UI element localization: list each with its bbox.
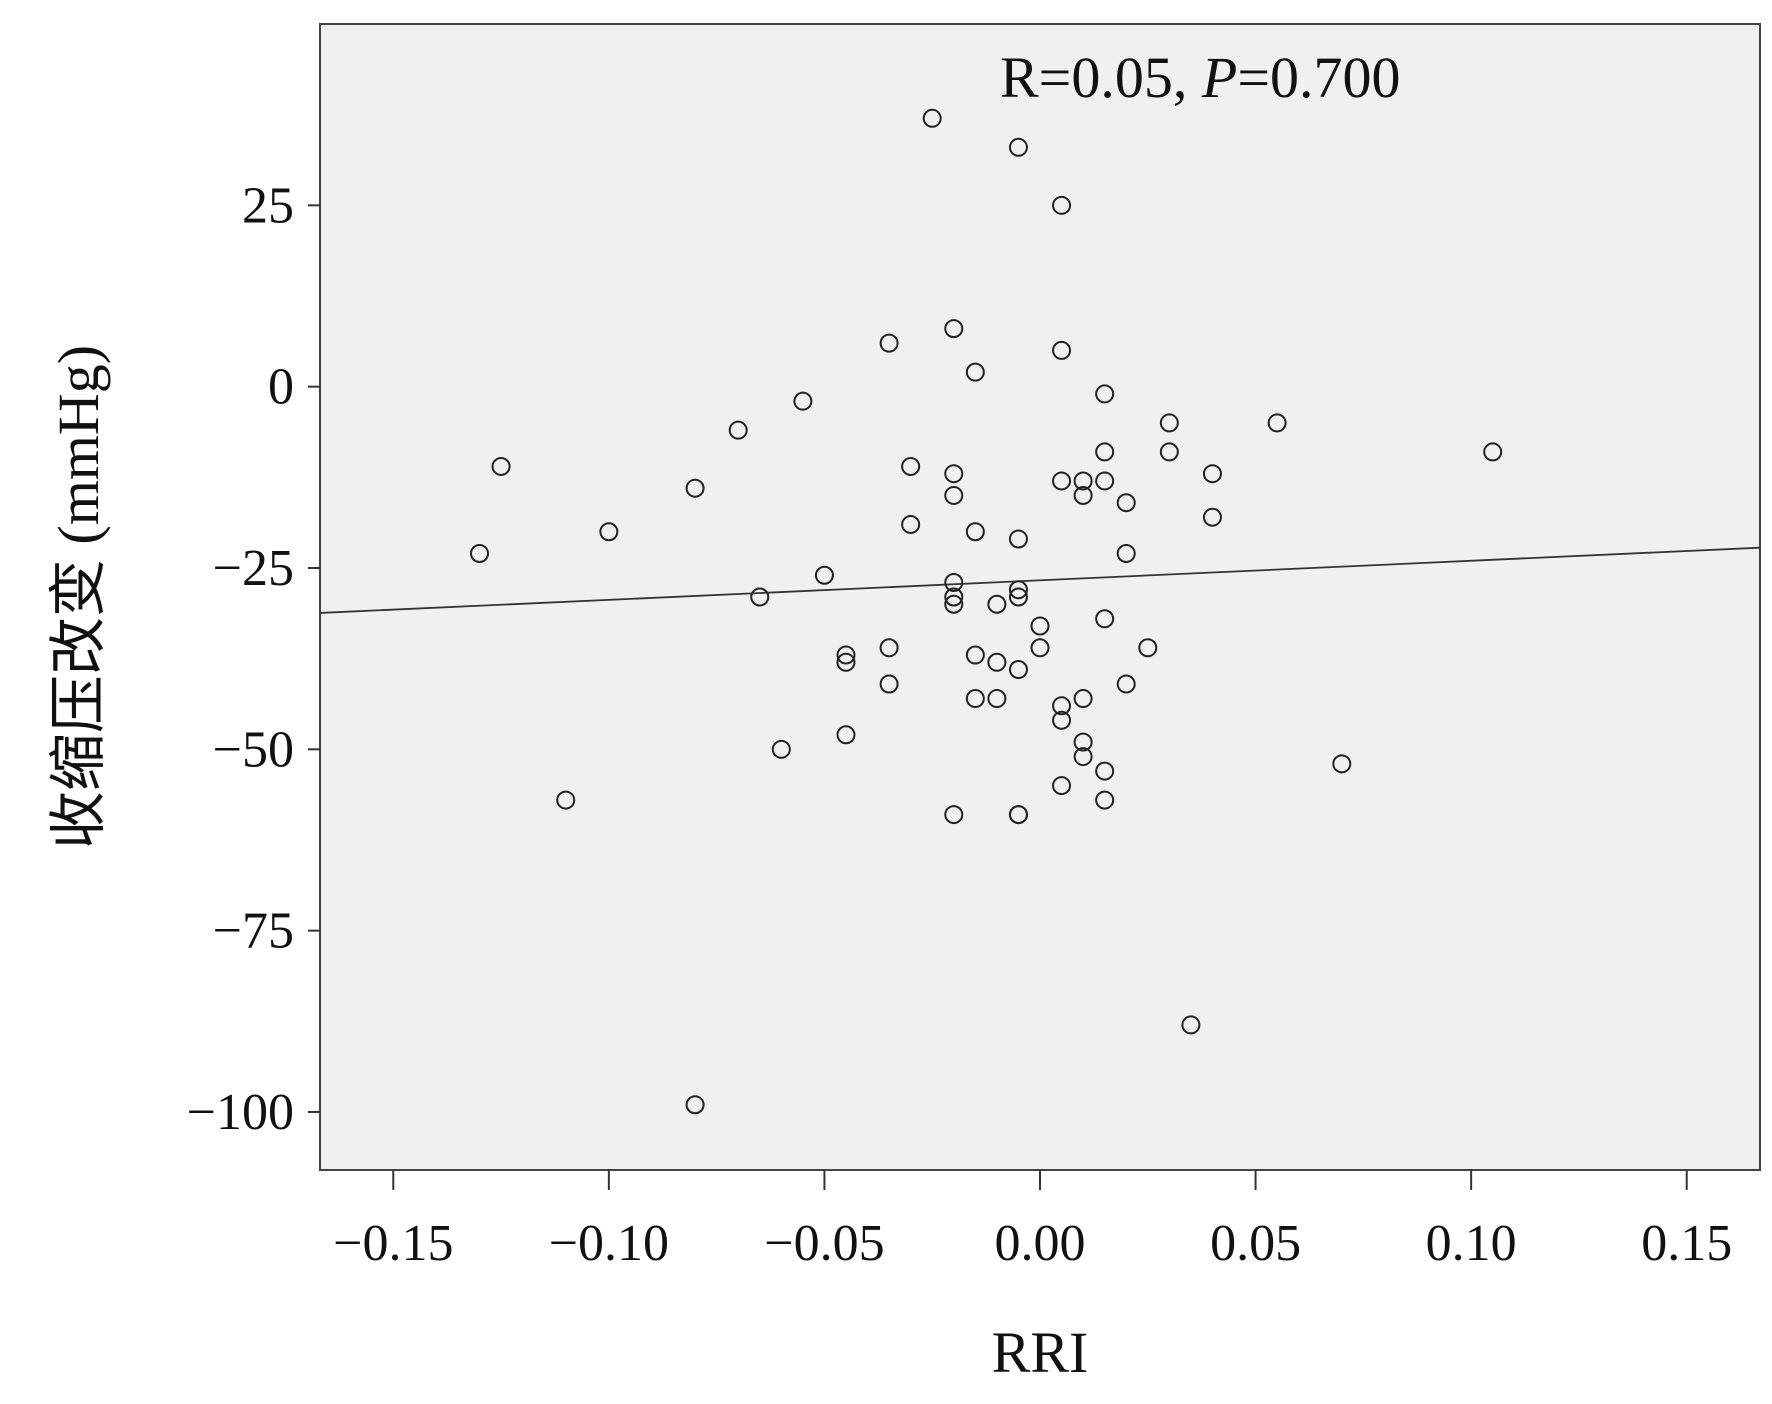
data-point [1267,413,1287,433]
x-axis-title: RRI [992,1320,1089,1385]
data-point [1073,485,1093,505]
data-point [879,638,899,658]
data-point [1052,710,1072,730]
data-point [814,565,834,585]
data-point [1073,471,1093,491]
data-point [836,725,856,745]
data-point [470,543,490,563]
x-axis: −0.15 −0.10 −0.05 0.00 0.05 0.10 0.15 [333,1170,1732,1272]
data-point [685,1095,705,1115]
data-point [793,391,813,411]
x-tick-label: 0.10 [1426,1215,1517,1272]
data-point [1052,696,1072,716]
data-point [1008,805,1028,825]
data-point [685,478,705,498]
x-tick-label: 0.05 [1210,1215,1301,1272]
data-point [1008,529,1028,549]
y-tick-label: −75 [213,903,294,960]
y-tick-label: −50 [213,721,294,778]
data-point [728,420,748,440]
data-point [944,594,964,614]
data-point [922,108,942,128]
y-tick-label: 25 [242,177,294,234]
data-point [771,739,791,759]
data-point [1332,754,1352,774]
data-point [1073,747,1093,767]
x-tick-label: 0.15 [1641,1215,1732,1272]
data-point [1052,195,1072,215]
data-point [965,522,985,542]
data-point [1095,761,1115,781]
data-point [965,645,985,665]
y-axis: 25 0 −25 −50 −75 −100 [187,177,320,1141]
data-point [1008,660,1028,680]
data-point [901,514,921,534]
data-point [836,645,856,665]
data-point [1483,442,1503,462]
data-point [944,805,964,825]
x-tick-label: −0.10 [549,1215,669,1272]
data-point [944,464,964,484]
data-point [987,594,1007,614]
data-point [1030,616,1050,636]
data-point [1008,580,1028,600]
data-points [470,108,1503,1115]
data-point [1202,507,1222,527]
x-tick-label: −0.15 [333,1215,453,1272]
data-point [1008,137,1028,157]
data-point [901,456,921,476]
data-point [1095,609,1115,629]
data-point [1159,413,1179,433]
data-point [1116,543,1136,563]
annotation-prefix: R=0.05, [1000,45,1202,110]
data-point [987,689,1007,709]
data-point [1052,776,1072,796]
data-point [1181,1015,1201,1035]
data-point [836,652,856,672]
data-point [1138,638,1158,658]
x-tick-label: −0.05 [764,1215,884,1272]
data-point [944,485,964,505]
data-point [1052,340,1072,360]
data-point [965,689,985,709]
y-tick-label: −25 [213,540,294,597]
data-point [750,587,770,607]
data-point [1116,493,1136,513]
data-point [1159,442,1179,462]
data-point [879,333,899,353]
y-tick-label: 0 [268,359,294,416]
data-point [1095,790,1115,810]
regression-line [319,546,1761,614]
x-tick-label: 0.00 [995,1215,1086,1272]
data-point [1030,638,1050,658]
annotation-p-value: =0.700 [1237,45,1400,110]
correlation-annotation: R=0.05, P=0.700 [1000,45,1401,110]
data-point [1116,674,1136,694]
data-point [879,674,899,694]
data-point [1073,732,1093,752]
data-point [965,362,985,382]
data-point [1095,471,1115,491]
data-point [491,456,511,476]
data-point [1073,689,1093,709]
y-tick-label: −100 [187,1084,294,1141]
data-point [1202,464,1222,484]
data-point [1052,471,1072,491]
y-axis-title: 收缩压改变 (mmHg) [46,345,111,849]
annotation-p-symbol: P [1201,45,1237,110]
data-point [987,652,1007,672]
data-point [944,572,964,592]
data-point [1008,587,1028,607]
data-point [944,319,964,339]
data-point [1095,384,1115,404]
data-point [556,790,576,810]
data-point [944,587,964,607]
plot-area [319,23,1761,1171]
data-point [1095,442,1115,462]
data-point [599,522,619,542]
